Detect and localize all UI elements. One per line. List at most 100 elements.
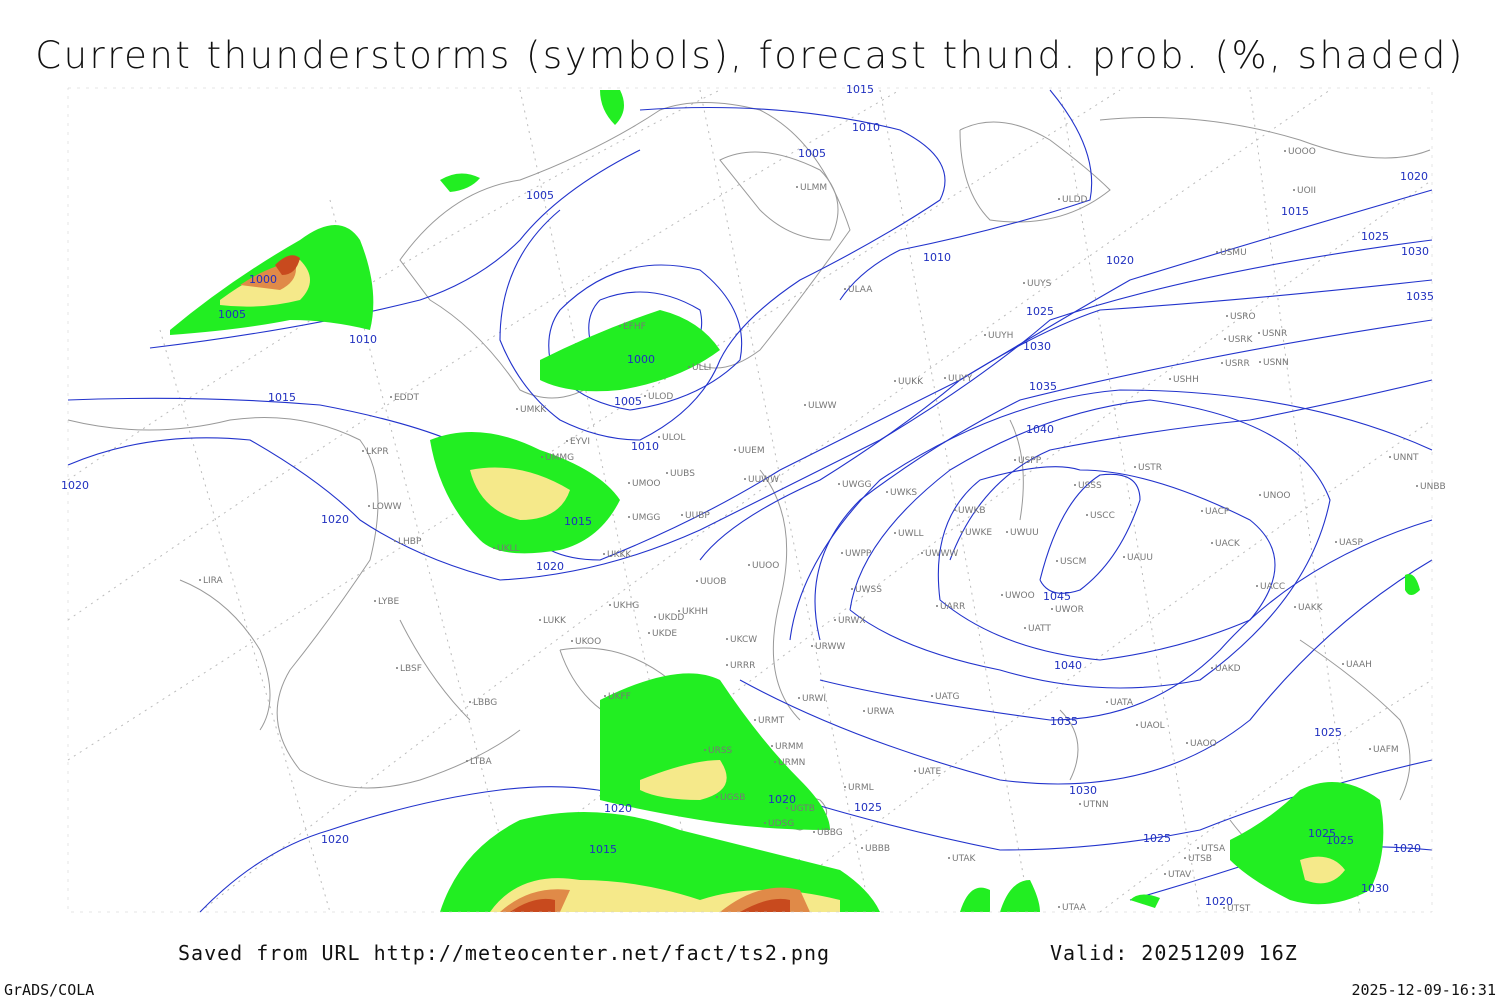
station-label: URWI <box>802 694 826 704</box>
station-marker <box>571 640 573 642</box>
station-label: ULLI <box>692 363 711 373</box>
isobar-label: 1030 <box>1361 882 1389 895</box>
station-label: UACP <box>1205 507 1230 517</box>
station-label: ULOD <box>648 392 673 402</box>
station-marker <box>648 632 650 634</box>
isobar-label: 1025 <box>1026 305 1054 318</box>
station-marker <box>944 377 946 379</box>
station-marker <box>603 553 605 555</box>
station-label: ULWW <box>808 401 837 411</box>
isobar-label: 1015 <box>1281 205 1309 218</box>
station-marker <box>1259 361 1261 363</box>
isobar-label: 1030 <box>1401 245 1429 258</box>
title: Current thunderstorms (symbols), forecas… <box>35 34 1465 77</box>
station-label: UUOO <box>752 561 779 571</box>
station-marker <box>1058 906 1060 908</box>
station-marker <box>493 547 495 549</box>
isobar-label: 1005 <box>798 147 826 160</box>
station-label: UWSS <box>855 585 882 595</box>
station-marker <box>1079 803 1081 805</box>
station-label: UTAV <box>1168 870 1192 880</box>
station-label: UWPP <box>845 549 872 559</box>
station-marker <box>886 491 888 493</box>
station-marker <box>1024 627 1026 629</box>
station-label: UBBG <box>817 828 843 838</box>
station-label: USHH <box>1173 375 1199 385</box>
station-marker <box>764 822 766 824</box>
station-marker <box>921 552 923 554</box>
station-marker <box>628 516 630 518</box>
station-marker <box>516 408 518 410</box>
station-label: UNBB <box>1420 482 1446 492</box>
station-label: UWOR <box>1055 605 1084 615</box>
station-label: USCC <box>1090 511 1115 521</box>
station-label: USNN <box>1263 358 1289 368</box>
station-marker <box>1416 485 1418 487</box>
isobar-label: 1030 <box>1023 340 1051 353</box>
station-label: UMGG <box>632 513 660 523</box>
station-label: UWGG <box>842 480 871 490</box>
isobar-label: 1020 <box>1393 842 1421 855</box>
isobar-label: 1025 <box>854 801 882 814</box>
station-marker <box>644 395 646 397</box>
station-label: UUWW <box>748 475 779 485</box>
isobar-label: 1025 <box>1314 726 1342 739</box>
station-marker <box>199 579 201 581</box>
station-label: UKLL <box>497 544 520 554</box>
station-label: USNR <box>1262 329 1287 339</box>
station-marker <box>469 701 471 703</box>
isobar-label: 1020 <box>536 560 564 573</box>
station-label: URRR <box>730 661 755 671</box>
station-label: UKDD <box>658 613 684 623</box>
station-label: UAKD <box>1215 664 1241 674</box>
station-marker <box>716 796 718 798</box>
station-label: UASP <box>1339 538 1363 548</box>
station-label: LTBA <box>470 757 492 767</box>
station-label: UWKS <box>890 488 917 498</box>
station-marker <box>1014 459 1016 461</box>
source-url: Saved from URL http://meteocenter.net/fa… <box>178 941 830 965</box>
station-label: EFHF <box>623 322 646 332</box>
station-marker <box>1342 663 1344 665</box>
station-marker <box>734 449 736 451</box>
station-marker <box>798 697 800 699</box>
station-label: UGTB <box>790 804 815 814</box>
station-marker <box>1136 724 1138 726</box>
station-label: UKCW <box>730 635 757 645</box>
station-marker <box>1221 362 1223 364</box>
station-label: URMT <box>758 716 785 726</box>
station-marker <box>1294 606 1296 608</box>
map-frame <box>67 87 1433 913</box>
station-marker <box>841 552 843 554</box>
station-label: UAAH <box>1346 660 1372 670</box>
station-label: UUBS <box>670 469 695 479</box>
station-marker <box>566 440 568 442</box>
station-label: UATG <box>935 692 960 702</box>
station-label: UWUU <box>1010 528 1039 538</box>
station-marker <box>844 288 846 290</box>
station-label: USRR <box>1225 359 1250 369</box>
isobar-label: 1020 <box>1400 170 1428 183</box>
isobar-label: 1030 <box>1069 784 1097 797</box>
station-label: USTR <box>1138 463 1162 473</box>
isobar-label: 1035 <box>1050 715 1078 728</box>
station-label: LBSF <box>400 664 422 674</box>
station-marker <box>1164 873 1166 875</box>
station-label: UAOO <box>1190 739 1217 749</box>
station-marker <box>374 600 376 602</box>
station-marker <box>796 186 798 188</box>
station-marker <box>1223 907 1225 909</box>
station-marker <box>1256 585 1258 587</box>
station-label: UWKB <box>958 506 986 516</box>
station-label: URMM <box>775 742 803 752</box>
station-marker <box>1169 378 1171 380</box>
station-label: UAUU <box>1127 553 1153 563</box>
station-label: UKHH <box>682 607 708 617</box>
station-label: UUYS <box>1027 279 1052 289</box>
station-label: UKFF <box>608 692 631 702</box>
station-label: UTAA <box>1062 903 1087 913</box>
station-label: URMN <box>778 758 805 768</box>
station-marker <box>894 380 896 382</box>
station-label: UMOO <box>632 479 661 489</box>
station-marker <box>1224 338 1226 340</box>
